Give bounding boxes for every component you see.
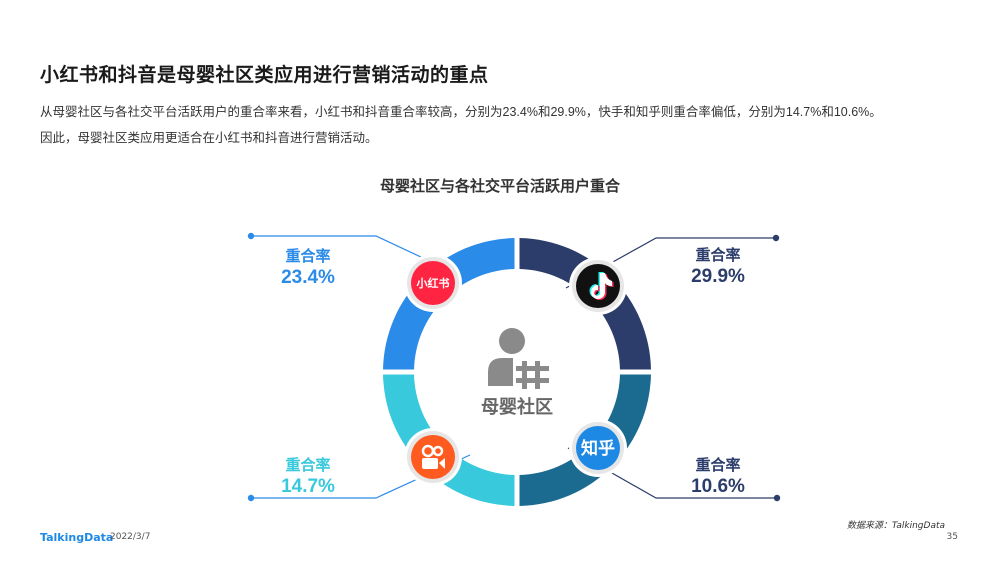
data-source: 数据来源：TalkingData — [846, 521, 945, 531]
rate-label-3: 重合率 — [285, 247, 330, 265]
mother-baby-community-icon — [488, 328, 551, 389]
zhihu-icon: 知乎 — [569, 419, 627, 477]
svg-text:知乎: 知乎 — [580, 438, 615, 458]
donut-segment-1 — [519, 374, 651, 506]
rate-value-2: 14.7% — [281, 476, 335, 497]
rate-value-1: 10.6% — [691, 476, 745, 497]
description-line-1: 从母婴社区与各社交平台活跃用户的重合率来看，小红书和抖音重合率较高，分别为23.… — [40, 105, 882, 119]
callout-dot-2 — [247, 494, 255, 502]
douyin-icon — [569, 257, 627, 315]
page-number: 35 — [946, 532, 958, 542]
callout-dot-0 — [772, 234, 780, 242]
donut-segment-3 — [383, 238, 515, 370]
description-line-2: 因此，母婴社区类应用更适合在小红书和抖音进行营销活动。 — [40, 131, 378, 145]
description: 从母婴社区与各社交平台活跃用户的重合率来看，小红书和抖音重合率较高，分别为23.… — [40, 99, 980, 151]
callout-dot-3 — [247, 232, 255, 240]
center-label: 母婴社区 — [481, 396, 553, 417]
callout-dot-1 — [773, 494, 781, 502]
donut-segment-0 — [519, 238, 651, 370]
rate-label-1: 重合率 — [695, 456, 740, 474]
svg-text:小红书: 小红书 — [416, 276, 450, 290]
rate-value-0: 29.9% — [691, 266, 745, 287]
page-title: 小红书和抖音是母婴社区类应用进行营销活动的重点 — [40, 65, 489, 86]
talkingdata-logo: TalkingData — [40, 531, 114, 544]
rate-value-3: 23.4% — [281, 267, 335, 288]
xiaohongshu-icon: 小红书 — [404, 254, 462, 312]
chart-title: 母婴社区与各社交平台活跃用户重合 — [379, 178, 620, 195]
footer-date: 2022/3/7 — [110, 532, 151, 542]
rate-label-0: 重合率 — [695, 246, 740, 264]
kuaishou-icon — [404, 428, 462, 486]
rate-label-2: 重合率 — [285, 456, 330, 474]
donut-segment-2 — [383, 374, 515, 506]
